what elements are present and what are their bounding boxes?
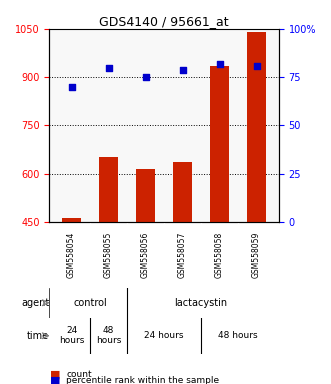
Text: GSM558058: GSM558058	[215, 232, 224, 278]
Text: count: count	[66, 370, 92, 379]
Point	[143, 74, 148, 80]
Text: percentile rank within the sample: percentile rank within the sample	[66, 376, 219, 384]
Text: GSM558054: GSM558054	[67, 232, 76, 278]
Text: time: time	[27, 331, 49, 341]
Bar	[62, 218, 81, 222]
Text: ■: ■	[50, 375, 60, 384]
Text: GSM558055: GSM558055	[104, 232, 113, 278]
Text: 24
hours: 24 hours	[59, 326, 84, 346]
Text: 48 hours: 48 hours	[218, 331, 258, 340]
Point	[217, 61, 222, 67]
Bar	[247, 32, 266, 222]
Bar	[173, 162, 192, 222]
Point	[69, 84, 74, 90]
Text: GSM558057: GSM558057	[178, 232, 187, 278]
Text: GSM558059: GSM558059	[252, 232, 261, 278]
Bar	[99, 157, 118, 222]
Text: lactacystin: lactacystin	[174, 298, 228, 308]
Title: GDS4140 / 95661_at: GDS4140 / 95661_at	[99, 15, 229, 28]
Text: agent: agent	[21, 298, 49, 308]
Text: 24 hours: 24 hours	[144, 331, 184, 340]
Bar	[210, 66, 229, 222]
Text: control: control	[73, 298, 107, 308]
Point	[254, 63, 259, 69]
Text: GSM558056: GSM558056	[141, 232, 150, 278]
Point	[180, 66, 185, 73]
Bar	[136, 169, 155, 222]
Text: ■: ■	[50, 369, 60, 379]
Text: 48
hours: 48 hours	[96, 326, 121, 346]
Point	[106, 65, 111, 71]
